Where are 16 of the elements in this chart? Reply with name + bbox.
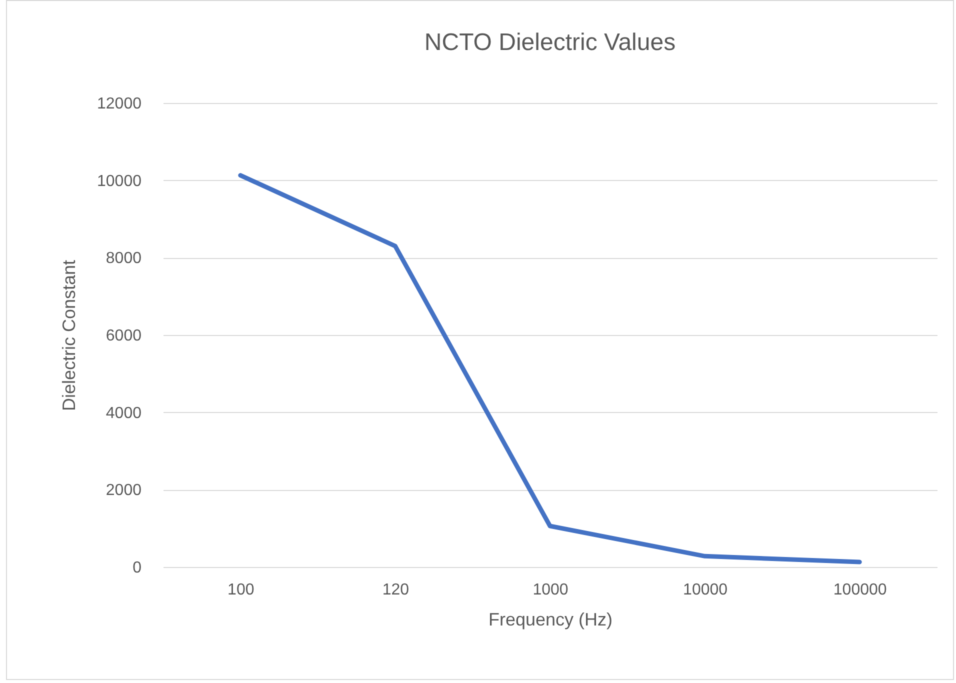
y-axis-title: Dielectric Constant	[59, 260, 80, 412]
y-tick-label: 12000	[97, 96, 142, 112]
x-tick-label: 120	[382, 582, 410, 598]
x-tick-label: 100	[228, 582, 254, 598]
line-series	[238, 173, 862, 564]
x-tick-label: 1000	[532, 582, 568, 598]
y-tick-label: 10000	[97, 172, 142, 190]
x-axis-title: Frequency (Hz)	[488, 610, 613, 630]
chart-title: NCTO Dielectric Values	[424, 29, 676, 56]
y-tick-label: 0	[132, 560, 142, 576]
y-tick-label: 6000	[106, 328, 142, 344]
y-tick-label: 2000	[106, 482, 142, 500]
x-tick-label: 100000	[833, 582, 887, 598]
y-tick-label: 4000	[106, 404, 142, 422]
x-tick-label: 10000	[683, 582, 728, 598]
y-tick-label: 8000	[106, 250, 142, 268]
